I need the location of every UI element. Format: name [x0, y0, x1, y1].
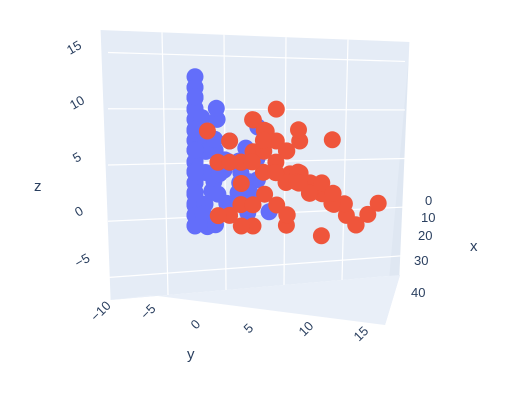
series-1-point[interactable]	[335, 195, 353, 213]
series-0-point[interactable]	[207, 99, 225, 117]
y-tick-label: −10	[88, 298, 114, 324]
series-1-point[interactable]	[244, 196, 262, 214]
series-1-point[interactable]	[290, 174, 308, 192]
z-gridline	[107, 206, 406, 222]
series-1-point[interactable]	[278, 206, 296, 224]
series-1-point[interactable]	[232, 175, 250, 192]
series-1-point[interactable]	[267, 100, 285, 118]
series-1-point[interactable]	[369, 194, 387, 212]
series-1-point[interactable]	[290, 121, 307, 139]
y-tick-label: 5	[241, 320, 257, 336]
series-1-point[interactable]	[300, 184, 318, 202]
z-gridline	[107, 254, 406, 279]
y-tick-label: −5	[138, 301, 159, 322]
series-1-point[interactable]	[209, 153, 227, 171]
series-0-point[interactable]	[186, 184, 204, 202]
y-axis-title: y	[187, 346, 195, 363]
y-gridline	[399, 41, 411, 276]
series-1-point[interactable]	[198, 122, 216, 140]
y-gridline	[283, 37, 287, 286]
tick-labels: −5 0 5 10 15 −10 −5 0 5 10 15 0 10 20 30 40	[64, 37, 435, 344]
series-1-point[interactable]	[254, 163, 272, 181]
z-tick-label: 0	[72, 203, 86, 220]
z-tick-label: 5	[70, 149, 84, 166]
z-tick-label: 10	[67, 92, 87, 112]
x-tick-label: 30	[414, 253, 428, 268]
series-1-point[interactable]	[244, 217, 262, 235]
z-gridline	[107, 108, 406, 111]
y-gridline	[341, 39, 349, 281]
x-axis-title: x	[470, 238, 478, 255]
right-pane	[385, 42, 410, 325]
series-1-point[interactable]	[232, 217, 250, 235]
series-1-point[interactable]	[313, 174, 331, 192]
series-1-point[interactable]	[359, 205, 377, 223]
series-1-point[interactable]	[256, 185, 274, 203]
y-gridline	[99, 29, 111, 301]
series-1-point[interactable]	[323, 131, 341, 149]
series-1-point[interactable]	[254, 131, 272, 149]
series-1-point[interactable]	[324, 184, 342, 202]
series-0-point[interactable]	[186, 163, 204, 181]
series-1-point[interactable]	[267, 164, 284, 181]
x-tick-label: 40	[411, 285, 425, 300]
series-1-point[interactable]	[277, 142, 295, 160]
series-0-point[interactable]	[186, 141, 204, 159]
series-1-point[interactable]	[221, 153, 239, 171]
series-0-point[interactable]	[186, 217, 204, 235]
series-1-point[interactable]	[312, 227, 330, 245]
x-tick-label: 10	[421, 210, 435, 225]
x-tick-label: 0	[425, 193, 432, 208]
series-1-point[interactable]	[209, 207, 227, 225]
y-gridline	[161, 32, 169, 296]
y-tick-label: 15	[351, 323, 372, 344]
series-1-point[interactable]	[221, 132, 239, 150]
z-gridline	[107, 51, 406, 63]
z-tick-label: 15	[64, 37, 84, 57]
y-tick-label: 10	[296, 318, 317, 339]
series-0-point[interactable]	[186, 120, 204, 138]
floor-pane	[110, 275, 400, 325]
z-axis-title: z	[34, 178, 42, 195]
series-1-point[interactable]	[232, 196, 250, 214]
y-tick-label: 0	[188, 316, 204, 332]
series-1-point[interactable]	[243, 153, 261, 171]
x-tick-label: 20	[418, 228, 432, 243]
series-1-point[interactable]	[244, 111, 262, 129]
series-1-point[interactable]	[347, 216, 365, 234]
z-tick-label: −5	[72, 250, 92, 270]
data-points	[186, 68, 387, 245]
series-0-point[interactable]	[186, 88, 204, 106]
